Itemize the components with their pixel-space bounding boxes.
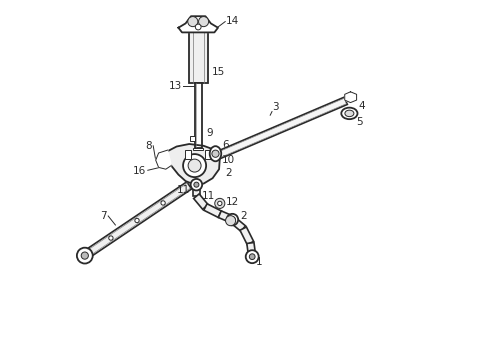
Text: 11: 11: [202, 191, 216, 201]
Text: 2: 2: [225, 168, 232, 178]
Text: 5: 5: [357, 117, 363, 127]
Polygon shape: [193, 185, 200, 196]
Bar: [205, 150, 211, 159]
Circle shape: [81, 252, 88, 259]
Circle shape: [191, 179, 202, 190]
Circle shape: [135, 218, 139, 222]
Circle shape: [109, 236, 113, 240]
Circle shape: [161, 201, 165, 205]
Text: 12: 12: [225, 197, 239, 207]
Bar: [195, 83, 202, 148]
Circle shape: [188, 159, 201, 172]
Text: 13: 13: [169, 81, 182, 91]
Ellipse shape: [342, 108, 358, 119]
Text: 10: 10: [222, 155, 235, 165]
Polygon shape: [219, 211, 234, 223]
Bar: [193, 148, 203, 150]
Text: 3: 3: [272, 102, 279, 112]
Circle shape: [196, 24, 201, 30]
Circle shape: [225, 216, 236, 226]
Text: 7: 7: [100, 211, 106, 221]
Text: 11: 11: [177, 185, 190, 195]
Polygon shape: [194, 194, 208, 209]
Polygon shape: [345, 92, 357, 103]
Text: 16: 16: [133, 166, 146, 176]
Circle shape: [218, 201, 222, 206]
Circle shape: [245, 250, 259, 263]
Polygon shape: [82, 182, 192, 259]
Text: 4: 4: [358, 101, 365, 111]
Text: 1: 1: [256, 257, 263, 267]
Text: 2: 2: [240, 211, 247, 221]
Bar: [185, 150, 191, 159]
Circle shape: [229, 217, 235, 222]
Polygon shape: [218, 97, 347, 158]
Polygon shape: [156, 150, 171, 169]
Text: 8: 8: [145, 141, 151, 151]
Polygon shape: [247, 243, 256, 257]
Text: 14: 14: [226, 15, 240, 26]
Circle shape: [215, 198, 225, 208]
Circle shape: [249, 254, 255, 260]
Ellipse shape: [345, 110, 354, 117]
Circle shape: [194, 182, 199, 187]
Bar: [190, 136, 195, 141]
Ellipse shape: [210, 146, 221, 161]
Circle shape: [227, 214, 238, 225]
Bar: [189, 32, 208, 83]
Circle shape: [198, 17, 209, 27]
Text: 9: 9: [206, 128, 213, 138]
Polygon shape: [240, 227, 254, 244]
Text: 6: 6: [222, 140, 229, 150]
Circle shape: [183, 154, 206, 177]
Circle shape: [212, 150, 219, 157]
Circle shape: [77, 248, 93, 264]
Circle shape: [188, 17, 198, 27]
Polygon shape: [204, 204, 221, 217]
Polygon shape: [230, 217, 245, 231]
Text: 15: 15: [212, 67, 225, 77]
Polygon shape: [178, 16, 218, 32]
Polygon shape: [166, 144, 220, 185]
